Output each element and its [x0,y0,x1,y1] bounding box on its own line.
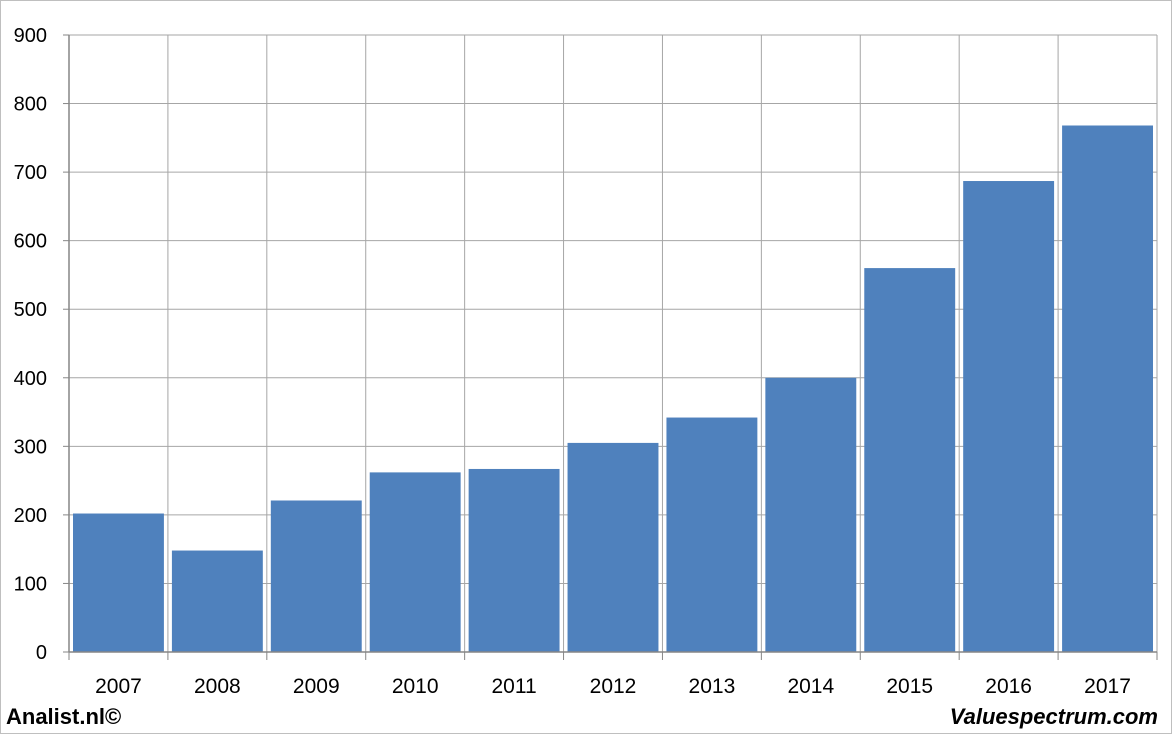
y-tick-label: 900 [14,25,47,47]
bars-layer [73,125,1153,653]
x-tick-label: 2015 [886,675,933,698]
x-tick-label: 2017 [1084,675,1131,698]
bar-2012 [567,442,659,652]
y-tick-label: 700 [14,162,47,184]
y-tick-label: 0 [36,642,47,664]
bar-2009 [270,500,362,652]
footer-source-right: Valuespectrum.com [949,704,1158,729]
bar-2014 [765,377,857,652]
bar-2010 [369,472,461,652]
footer-source-left: Analist.nl© [6,704,122,729]
y-tick-label: 400 [14,368,47,390]
x-tick-label: 2010 [392,675,439,698]
y-tick-label: 200 [14,505,47,527]
x-tick-label: 2008 [194,675,241,698]
y-tick-label: 600 [14,231,47,253]
y-tick-label: 500 [14,299,47,321]
bar-2013 [666,417,758,652]
y-tick-label: 100 [14,573,47,595]
bar-2007 [73,513,164,652]
bar-2015 [864,268,956,652]
bar-2008 [171,550,263,652]
x-tick-label: 2016 [985,675,1032,698]
x-tick-label: 2009 [293,675,340,698]
bar-2016 [963,181,1055,653]
x-tick-label: 2007 [95,675,142,698]
labels-layer: 0 100 200 300 400 500 600 700 800 900 2007 2008 2009… [14,25,1131,698]
axis-layer [63,34,1158,660]
bar-2017 [1062,125,1153,652]
bar-2011 [468,468,560,652]
x-tick-label: 2011 [492,675,537,698]
y-tick-label: 800 [14,94,47,116]
x-tick-label: 2012 [590,675,637,698]
y-tick-label: 300 [14,436,47,458]
x-tick-label: 2014 [787,675,834,698]
x-tick-label: 2013 [689,675,736,698]
grid-layer [69,34,1158,652]
